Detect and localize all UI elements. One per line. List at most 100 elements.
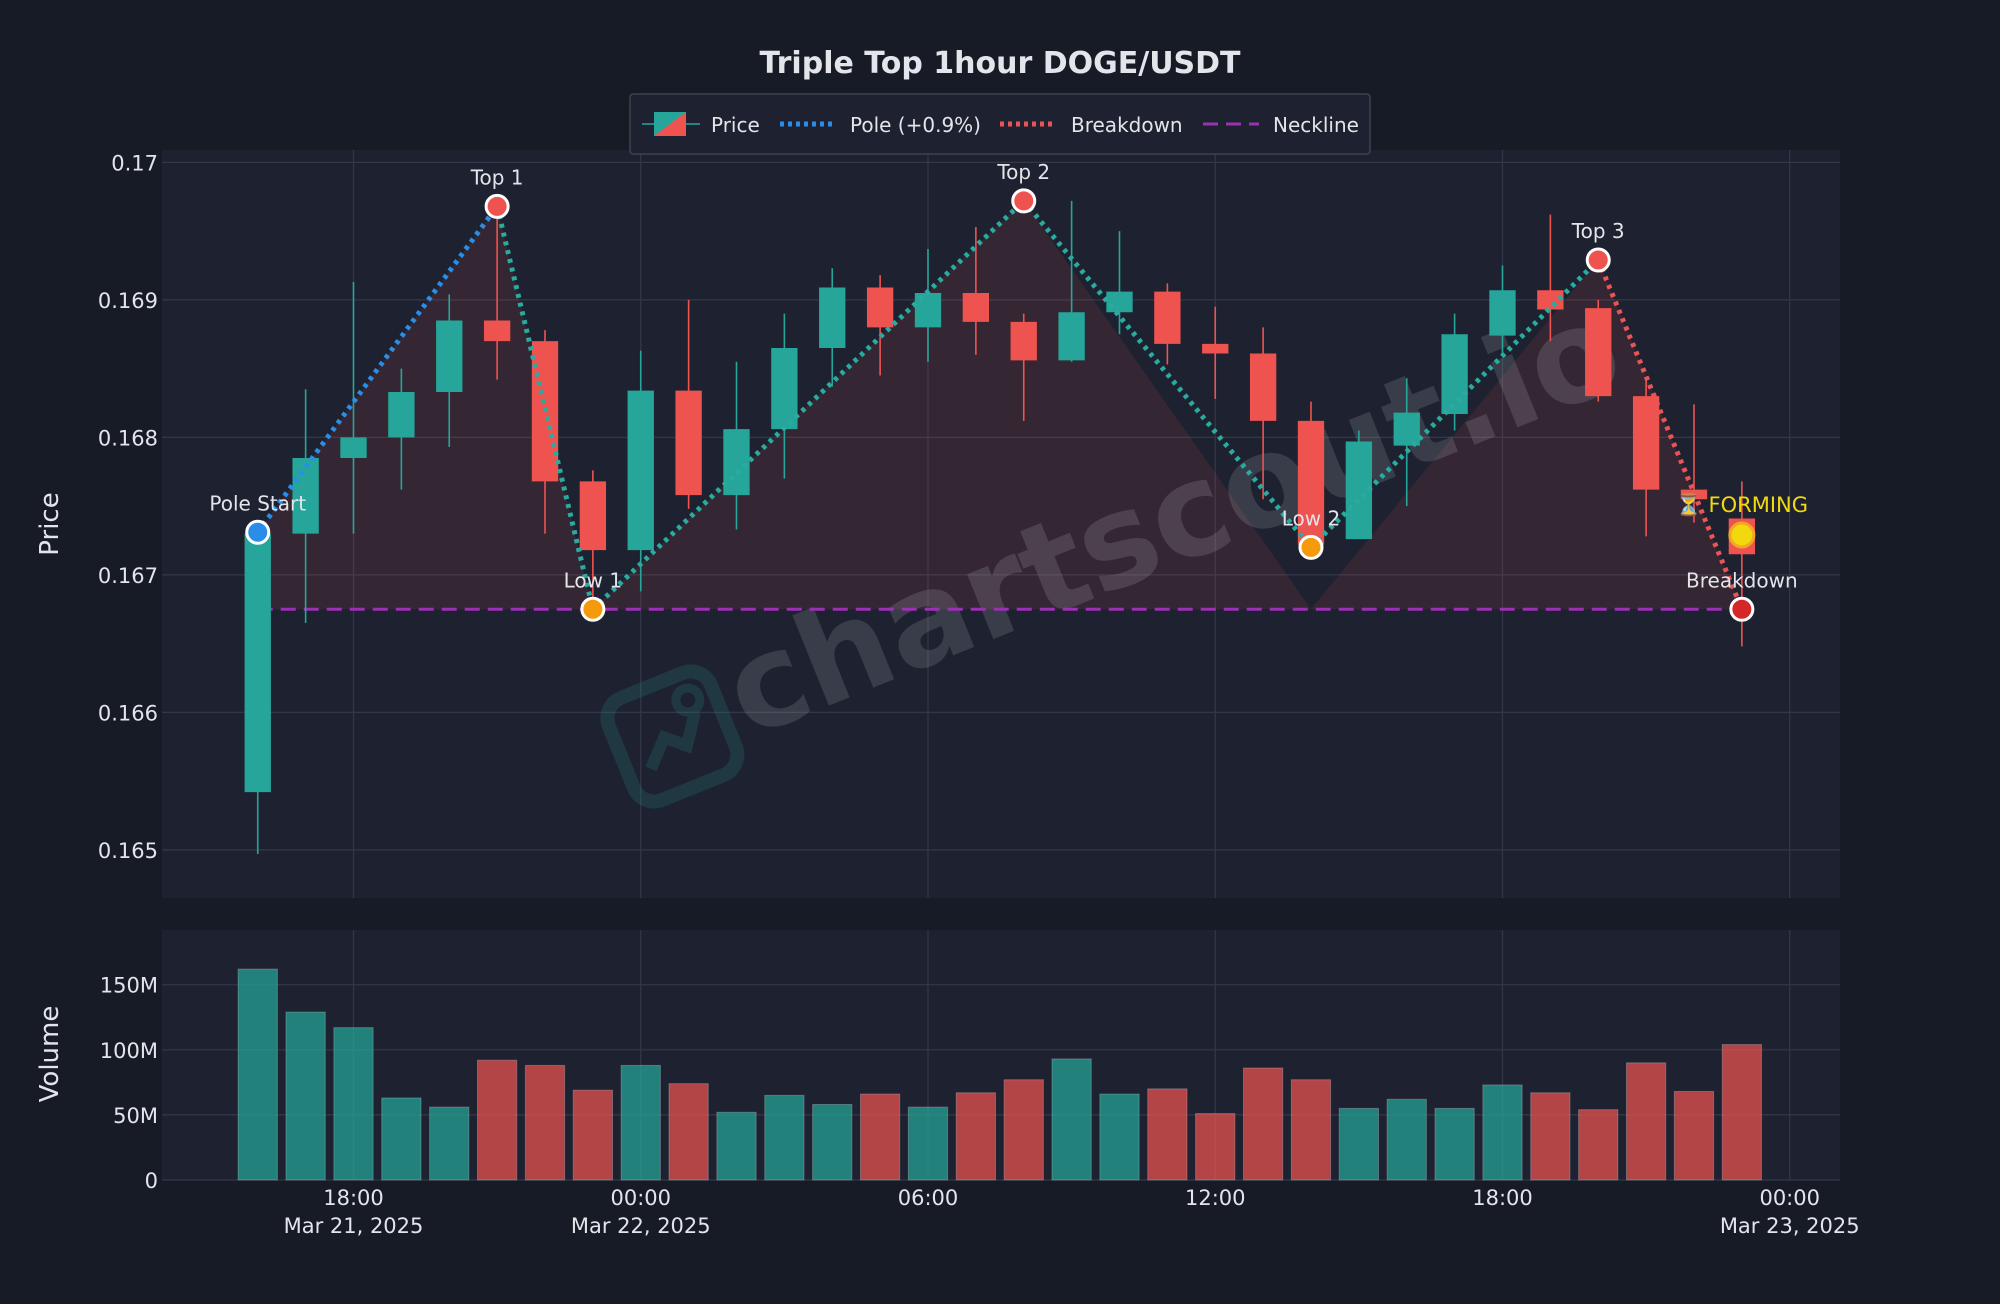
volume-bar — [1338, 1107, 1379, 1181]
volume-bar — [859, 1093, 901, 1181]
volume-bar — [1434, 1107, 1475, 1181]
volume-bar — [1386, 1098, 1427, 1181]
pattern-point-label: Top 3 — [1571, 219, 1625, 243]
candle-body — [292, 458, 319, 534]
candle-body — [1249, 353, 1277, 421]
candle-body — [1632, 396, 1660, 490]
pattern-point-marker — [1011, 188, 1037, 214]
legend-item-price: Price — [642, 112, 760, 137]
pattern-point-label: Breakdown — [1686, 568, 1798, 592]
pattern-points-layer: Pole Start Top 1 Low 1 Top 2 Low 2 Top 3 Break… — [209, 160, 1808, 622]
candle-body — [1010, 321, 1037, 361]
volume-bar — [1099, 1093, 1140, 1181]
pattern-point-label: Pole Start — [209, 491, 306, 515]
price-tick-label: 0.166 — [98, 701, 158, 725]
pattern-point-marker — [1298, 534, 1324, 560]
volume-bar — [764, 1094, 805, 1181]
time-tick-label: 00:00 — [1759, 1186, 1820, 1210]
volume-bar — [1578, 1109, 1619, 1181]
time-tick-label: 18:00 — [323, 1186, 384, 1210]
candle-body — [1441, 334, 1468, 414]
legend-label-pole: Pole (+0.9%) — [850, 113, 981, 137]
volume-bar — [1673, 1090, 1715, 1181]
candles-layer — [244, 200, 1756, 854]
watermark-logo-icon — [600, 664, 745, 809]
candle-body — [819, 287, 846, 348]
legend-item-neckline: Neckline — [1203, 113, 1359, 137]
time-tick-label: 00:00 — [610, 1186, 671, 1210]
price-tick-label: 0.168 — [98, 426, 158, 450]
pattern-point-marker — [1585, 247, 1611, 273]
volume-tick-label: 100M — [100, 1039, 158, 1063]
pattern-shaded-region — [257, 200, 1742, 610]
candle-body — [1489, 290, 1516, 336]
volume-bar — [381, 1097, 422, 1181]
pattern-point-marker — [1729, 596, 1755, 622]
volume-bar — [955, 1092, 996, 1181]
volume-bar — [716, 1111, 757, 1181]
volume-bar — [1721, 1044, 1762, 1181]
time-tick-label: 12:00 — [1185, 1186, 1246, 1210]
legend: Price Pole (+0.9%) Breakdown Neckline — [629, 93, 1371, 155]
candle-body — [771, 348, 798, 430]
volume-bar — [285, 1011, 326, 1181]
chart-title: Triple Top 1hour DOGE/USDT — [759, 46, 1241, 81]
candle-body — [1393, 412, 1420, 446]
price-tick-label: 0.169 — [98, 289, 158, 313]
volume-bar — [1147, 1088, 1188, 1181]
candle-body — [1058, 312, 1085, 361]
volume-bar — [812, 1103, 853, 1181]
candle-body — [866, 287, 894, 328]
volume-bar — [620, 1064, 661, 1181]
volume-bar — [237, 968, 278, 1181]
legend-label-breakdown: Breakdown — [1071, 113, 1183, 137]
price-axis-label: Price — [35, 492, 65, 555]
volume-bars-layer — [237, 968, 1762, 1181]
volume-bar — [1195, 1113, 1236, 1181]
pattern-point-marker — [580, 596, 606, 622]
candle-body — [388, 392, 415, 438]
forming-label: ⏳ FORMING — [1676, 492, 1808, 517]
pattern-point-label: Top 2 — [996, 160, 1050, 184]
pattern-point-marker — [484, 193, 510, 219]
candle-body — [962, 293, 990, 322]
volume-bar — [907, 1106, 949, 1181]
candle-body — [1297, 420, 1325, 545]
volume-bar — [1242, 1067, 1284, 1181]
legend-label-price: Price — [711, 113, 760, 137]
candle-body — [579, 481, 607, 551]
price-tick-label: 0.167 — [98, 564, 158, 588]
time-tick-label: 06:00 — [898, 1186, 959, 1210]
price-tick-label: 0.17 — [111, 151, 158, 175]
price-panel — [162, 150, 1840, 898]
volume-bar — [524, 1064, 566, 1181]
pattern-line — [494, 205, 596, 610]
volume-bar — [476, 1059, 518, 1181]
time-tick-label: 18:00 — [1472, 1186, 1533, 1210]
candle-body — [340, 437, 367, 458]
candle-body — [483, 320, 511, 342]
pattern-point-marker — [245, 519, 271, 545]
candle-body — [244, 533, 271, 793]
volume-bar — [1625, 1062, 1667, 1181]
date-tick-label: Mar 21, 2025 — [284, 1214, 424, 1238]
legend-item-breakdown: Breakdown — [1000, 113, 1183, 137]
pattern-lines-layer — [255, 199, 1745, 612]
volume-bar — [1482, 1084, 1523, 1181]
volume-bar — [1051, 1058, 1092, 1181]
candle-body — [675, 390, 702, 496]
volume-bar — [572, 1089, 613, 1181]
date-tick-label: Mar 22, 2025 — [571, 1214, 711, 1238]
volume-bar — [1290, 1079, 1332, 1181]
legend-label-neckline: Neckline — [1273, 113, 1359, 137]
pattern-point-label: Low 1 — [564, 568, 622, 592]
pole-line — [255, 204, 500, 534]
candle-body — [627, 390, 654, 551]
volume-bar — [1530, 1092, 1571, 1181]
date-tick-label: Mar 23, 2025 — [1720, 1214, 1860, 1238]
candle-body — [1537, 290, 1564, 310]
volume-bar — [1003, 1079, 1044, 1181]
volume-tick-label: 0 — [145, 1169, 158, 1193]
volume-bar — [333, 1027, 374, 1181]
